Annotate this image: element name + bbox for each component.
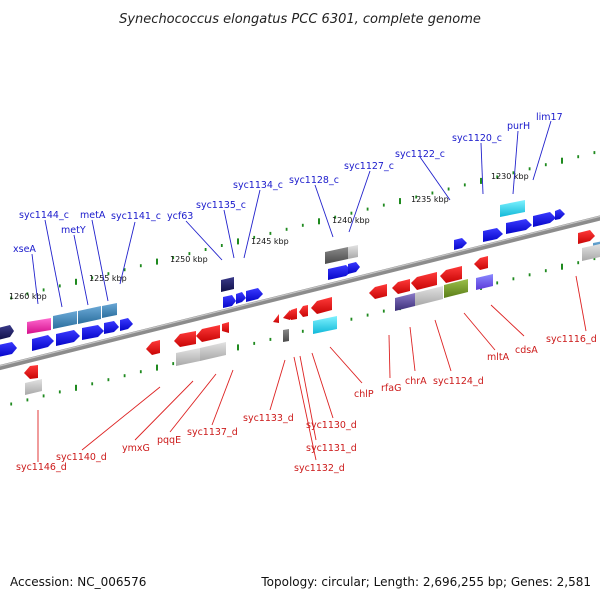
gene-label[interactable]: chlP [354,389,374,400]
gene-label[interactable]: syc1122_c [395,149,445,160]
reverse-gene-labels: syc1146_d syc1140_d ymxG pqqE syc1137_d … [16,275,597,474]
gene-box[interactable] [25,379,42,395]
gene-arrow[interactable] [56,330,80,346]
coordinate-ticks [10,151,596,406]
gene-arrow[interactable] [146,340,160,355]
gene-box[interactable] [325,247,348,264]
gene-box[interactable] [348,245,358,259]
gene-arrow[interactable] [32,335,54,351]
gene-arrow[interactable] [287,308,297,320]
kbp-label: 1240 kbp [332,216,370,225]
accession-label: Accession: NC_006576 [10,575,146,589]
gene-label[interactable]: syc1130_d [306,420,357,431]
gene-box[interactable] [415,286,443,306]
gene-label[interactable]: chrA [405,376,427,387]
kbp-label: 1255 kbp [89,274,127,283]
map-title: Synechococcus elongatus PCC 6301, comple… [119,12,481,27]
forward-gene-labels: xseA syc1144_c metY metA syc1141_c ycf63… [13,112,563,308]
gene-box[interactable] [283,329,289,342]
gene-box[interactable] [27,318,51,334]
gene-label[interactable]: lim17 [536,112,563,123]
gene-label[interactable]: metY [61,225,86,236]
gene-label[interactable]: syc1131_d [306,443,357,454]
gene-arrow[interactable] [369,284,387,299]
gene-arrow[interactable] [533,212,556,227]
gene-label[interactable]: xseA [13,244,36,255]
reverse-strand-genes [24,244,600,395]
kbp-label: 1250 kbp [170,255,208,264]
gene-arrow[interactable] [246,288,263,302]
gene-arrow[interactable] [299,305,308,317]
gene-arrow[interactable] [222,322,229,333]
gene-arrow[interactable] [328,265,352,280]
gene-arrow[interactable] [236,292,246,304]
gene-label[interactable]: syc1140_d [56,452,107,463]
gene-label[interactable]: syc1133_d [243,413,294,424]
gene-label[interactable]: syc1120_c [452,133,502,144]
genome-backbone [0,215,600,371]
gene-arrow[interactable] [348,262,360,274]
kbp-label: 1260 kbp [9,292,47,301]
genome-summary: Topology: circular; Length: 2,696,255 bp… [260,575,591,589]
kbp-label: 1230 kbp [491,172,529,181]
gene-box[interactable] [53,311,77,329]
gene-box[interactable] [444,279,468,298]
gene-arrow[interactable] [311,297,332,314]
gene-label[interactable]: syc1128_c [289,175,339,186]
gene-arrow[interactable] [24,365,38,379]
gene-label[interactable]: metA [80,210,106,221]
gene-label[interactable]: syc1137_d [187,427,238,438]
gene-label[interactable]: syc1135_c [196,200,246,211]
gene-arrow[interactable] [174,331,196,347]
gene-label[interactable]: syc1134_c [233,180,283,191]
gene-box[interactable] [395,293,415,311]
gene-label[interactable]: syc1116_d [546,334,597,345]
gene-label[interactable]: syc1146_d [16,462,67,473]
gene-box[interactable] [78,306,101,324]
gene-arrow[interactable] [120,318,133,331]
gene-label[interactable]: syc1124_d [433,376,484,387]
gene-label[interactable]: ymxG [122,443,150,454]
gene-arrow[interactable] [0,325,14,340]
gene-arrow[interactable] [196,325,220,342]
kbp-scale: 1260 kbp 1255 kbp 1250 kbp 1245 kbp 1240… [9,172,529,301]
gene-arrow[interactable] [440,266,462,283]
gene-label[interactable]: mltA [487,352,510,363]
gene-box[interactable] [476,274,493,290]
gene-arrow[interactable] [82,325,104,340]
gene-label[interactable]: rfaG [381,383,401,394]
gene-box[interactable] [200,342,226,361]
gene-box[interactable] [176,348,200,366]
gene-label[interactable]: purH [507,121,530,132]
gene-label[interactable]: cdsA [515,345,538,356]
gene-label[interactable]: syc1144_c [19,210,69,221]
gene-label[interactable]: syc1127_c [344,161,394,172]
kbp-label: 1245 kbp [251,237,289,246]
gene-arrow[interactable] [506,219,532,234]
gene-label[interactable]: syc1132_d [294,463,345,474]
gene-arrow[interactable] [273,314,279,323]
gene-label[interactable]: ycf63 [167,211,193,222]
gene-box[interactable] [582,244,600,261]
gene-box[interactable] [221,277,234,292]
gene-arrow[interactable] [392,279,410,294]
gene-arrow[interactable] [223,295,236,308]
gene-box[interactable] [500,200,525,217]
gene-label[interactable]: syc1141_c [111,211,161,222]
gene-arrow[interactable] [483,228,503,242]
gene-arrow[interactable] [578,230,595,244]
gene-arrow[interactable] [411,272,437,290]
gene-arrow[interactable] [0,342,17,357]
gene-arrow[interactable] [474,256,488,270]
kbp-label: 1235 kbp [411,195,449,204]
gene-arrow[interactable] [454,238,467,250]
gene-box[interactable] [313,316,337,334]
gene-arrow[interactable] [104,321,119,334]
gene-arrow[interactable] [555,209,565,220]
gene-label[interactable]: pqqE [157,435,181,446]
gene-arrow[interactable] [283,310,290,320]
gene-box[interactable] [102,303,117,318]
